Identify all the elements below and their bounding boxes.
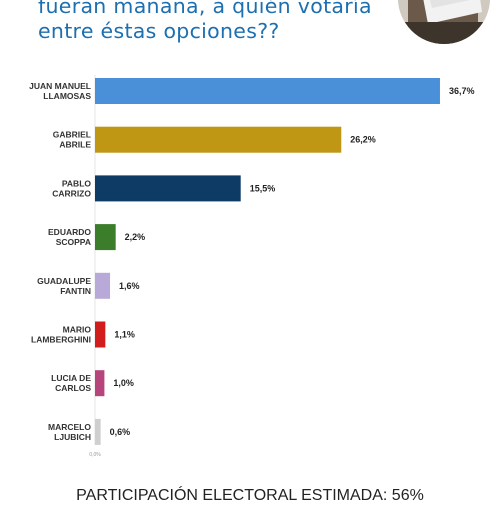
value-label: 26,2% [350, 135, 376, 145]
bar [95, 272, 111, 299]
electoral-participation-footer: PARTICIPACIÓN ELECTORAL ESTIMADA: 56% [76, 487, 424, 504]
bar [95, 224, 116, 251]
value-label: 15,5% [250, 183, 276, 193]
title-line-2: entre éstas opciones?? [38, 19, 280, 43]
bar [95, 126, 342, 153]
category-label: GABRIEL ABRILE [53, 130, 92, 150]
value-label: 2,2% [125, 232, 146, 242]
category-label: LUCIA DE CARLOS [51, 373, 91, 393]
bar-chart: JUAN MANUEL LLAMOSAS 36,7% GABRIEL ABRILE 26,… [29, 75, 475, 458]
bar [95, 321, 106, 348]
category-label: GUADALUPE FANTIN [37, 276, 91, 296]
category-label: EDUARDO SCOPPA [48, 227, 91, 247]
title-line-1: fueran mañana, a quién votaría [38, 0, 372, 18]
category-label: MARIO LAMBERGHINI [31, 325, 91, 345]
category-label: JUAN MANUEL LLAMOSAS [29, 81, 91, 101]
category-label: MARCELO LJUBICH [48, 422, 91, 442]
value-label: 1,0% [113, 378, 134, 388]
value-label: 1,6% [119, 281, 140, 291]
ballot-photo-icon [398, 0, 490, 44]
bar [95, 418, 101, 445]
bar [95, 175, 241, 202]
value-label: 1,1% [114, 330, 135, 340]
bar [95, 370, 105, 397]
chart-title: fueran mañana, a quién votaría entre ést… [38, 0, 398, 44]
x-axis-tick-label: 0,0% [89, 452, 101, 458]
value-label: 36,7% [449, 86, 475, 96]
bar [95, 78, 440, 104]
category-label: PABLO CARRIZO [52, 178, 91, 198]
value-label: 0,6% [110, 427, 131, 437]
ballot-box-photo [398, 0, 490, 44]
